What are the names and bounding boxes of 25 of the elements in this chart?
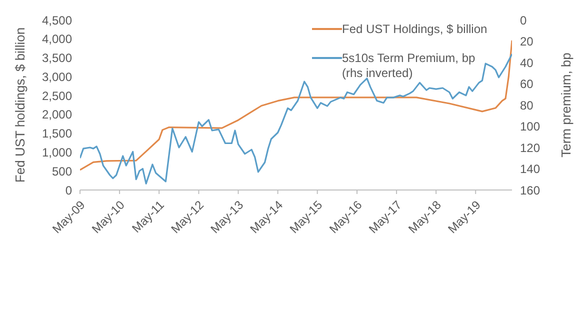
y2-tick-label: 140 <box>520 162 540 176</box>
y-tick-label: 500 <box>52 164 72 178</box>
y-tick-label: 1,000 <box>42 145 72 160</box>
y-tick-label: 3,000 <box>42 70 72 84</box>
y2-tick-label: 20 <box>520 34 534 49</box>
line-series <box>80 53 512 184</box>
line-series <box>80 40 512 171</box>
y-tick-label: 2,000 <box>42 108 72 122</box>
y2-tick-label: 160 <box>520 183 540 198</box>
y2-tick-label: 0 <box>520 13 527 28</box>
y2-tick-label: 80 <box>520 98 534 112</box>
y2-tick-label: 40 <box>520 56 534 70</box>
legend-label: 5s10s Term Premium, bp (rhs inverted) <box>342 51 476 81</box>
y-tick-label: 2,500 <box>42 88 72 103</box>
y-tick-label: 0 <box>65 183 72 198</box>
y-axis-title: Fed UST holdings, $ billion <box>12 27 28 183</box>
y2-tick-label: 60 <box>520 77 534 92</box>
y2-axis-title: Term premium, bp <box>558 52 574 158</box>
y-tick-label: 1,500 <box>42 126 72 141</box>
y-tick-label: 4,000 <box>42 32 72 46</box>
y2-tick-label: 100 <box>520 120 540 134</box>
legend-label: Fed UST Holdings, $ billion <box>342 22 488 37</box>
y-tick-label: 3,500 <box>42 51 72 66</box>
y2-tick-label: 120 <box>520 140 540 155</box>
y-tick-label: 4,500 <box>42 13 72 28</box>
